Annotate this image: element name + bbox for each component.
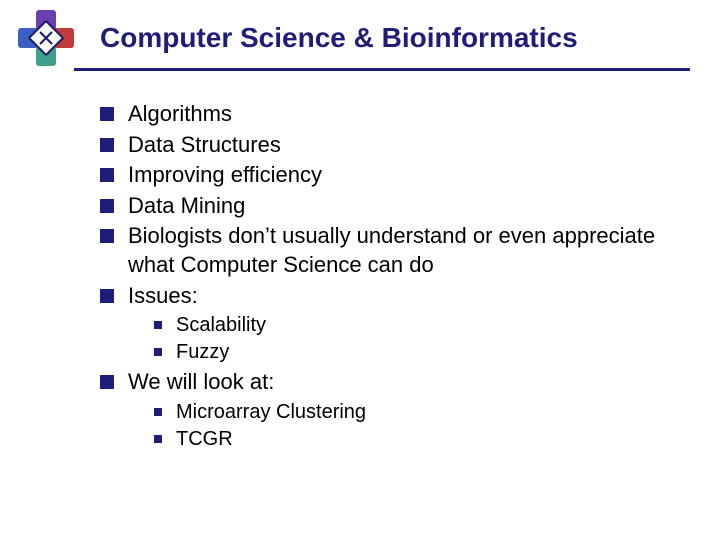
slide-body: Algorithms Data Structures Improving eff…	[100, 100, 660, 455]
list-item-text: Data Mining	[128, 193, 245, 218]
list-item-text: Data Structures	[128, 132, 281, 157]
list-item-text: Improving efficiency	[128, 162, 322, 187]
list-item: Data Mining	[100, 192, 660, 221]
list-item-text: We will look at:	[128, 369, 274, 394]
list-item: We will look at: Microarray Clustering T…	[100, 368, 660, 453]
sub-bullet-list: Microarray Clustering TCGR	[154, 399, 660, 453]
list-item: Issues: Scalability Fuzzy	[100, 282, 660, 367]
slide-title: Computer Science & Bioinformatics	[100, 22, 578, 54]
list-item-text: Algorithms	[128, 101, 232, 126]
list-item: Improving efficiency	[100, 161, 660, 190]
list-item-text: Fuzzy	[176, 341, 229, 363]
list-item: Data Structures	[100, 131, 660, 160]
title-underline	[74, 68, 690, 71]
list-item: Biologists don’t usually understand or e…	[100, 222, 660, 279]
list-item: Algorithms	[100, 100, 660, 129]
institution-logo-icon	[20, 12, 72, 64]
list-item-text: TCGR	[176, 428, 233, 450]
list-item: Fuzzy	[154, 339, 660, 366]
list-item-text: Biologists don’t usually understand or e…	[128, 223, 655, 277]
list-item-text: Scalability	[176, 314, 266, 336]
list-item-text: Microarray Clustering	[176, 401, 366, 423]
bullet-list: Algorithms Data Structures Improving eff…	[100, 100, 660, 453]
list-item: Microarray Clustering	[154, 399, 660, 426]
slide: Computer Science & Bioinformatics Algori…	[0, 0, 720, 540]
list-item-text: Issues:	[128, 283, 198, 308]
slide-header: Computer Science & Bioinformatics	[0, 0, 720, 64]
list-item: TCGR	[154, 426, 660, 453]
sub-bullet-list: Scalability Fuzzy	[154, 312, 660, 366]
list-item: Scalability	[154, 312, 660, 339]
